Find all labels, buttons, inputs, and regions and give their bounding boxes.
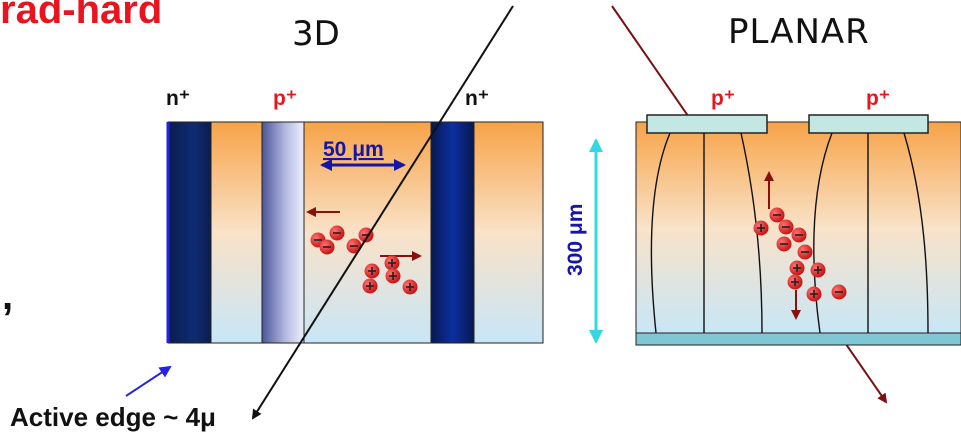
active-edge-label: Active edge ~ 4μ xyxy=(10,402,216,432)
electron xyxy=(791,227,807,243)
hole xyxy=(810,262,826,278)
p-implant-left xyxy=(646,114,768,134)
hole xyxy=(385,268,401,284)
comma-fragment: , xyxy=(2,274,14,318)
electron xyxy=(776,236,792,252)
hole xyxy=(362,278,378,294)
hole xyxy=(384,255,400,271)
label-n-left: n⁺ xyxy=(166,87,190,110)
backside-electrode xyxy=(635,332,961,346)
electron xyxy=(797,244,813,260)
charges-planar xyxy=(753,207,847,302)
hole xyxy=(806,286,822,302)
electron xyxy=(346,238,362,254)
electron xyxy=(319,239,335,255)
charges-3d xyxy=(310,225,418,295)
electron xyxy=(769,207,785,223)
hole xyxy=(787,274,803,290)
label-p: p⁺ xyxy=(273,87,297,110)
bulk-3d xyxy=(167,121,544,344)
electron xyxy=(778,219,794,235)
bulk-planar xyxy=(635,121,961,334)
panel-title-planar: PLANAR xyxy=(728,12,870,52)
p-implant-right xyxy=(808,114,929,134)
particle-track-3d xyxy=(251,5,514,420)
electron xyxy=(831,284,847,300)
electron xyxy=(329,225,345,241)
hole xyxy=(402,279,418,295)
n-electrode-right xyxy=(430,121,475,344)
thickness-label: 300 μm xyxy=(564,204,587,276)
title-text: rad-hard xyxy=(0,0,163,32)
label-p-right: p⁺ xyxy=(866,87,890,110)
active-edge-pointer xyxy=(125,365,172,397)
pitch-label: 50 μm xyxy=(323,138,384,161)
n-electrode-left xyxy=(167,121,212,344)
hole xyxy=(789,260,805,276)
p-electrode-column xyxy=(261,121,305,344)
detector-planar: p⁺ p⁺ xyxy=(635,87,961,346)
panel-title-3d: 3D xyxy=(292,14,340,54)
detector-3d: 50 μm n⁺ p⁺ n⁺ xyxy=(166,87,544,344)
label-p-left: p⁺ xyxy=(711,87,735,110)
field-lines xyxy=(650,132,929,334)
hole xyxy=(364,263,380,279)
label-n-right: n⁺ xyxy=(465,87,489,110)
hole xyxy=(753,220,769,236)
